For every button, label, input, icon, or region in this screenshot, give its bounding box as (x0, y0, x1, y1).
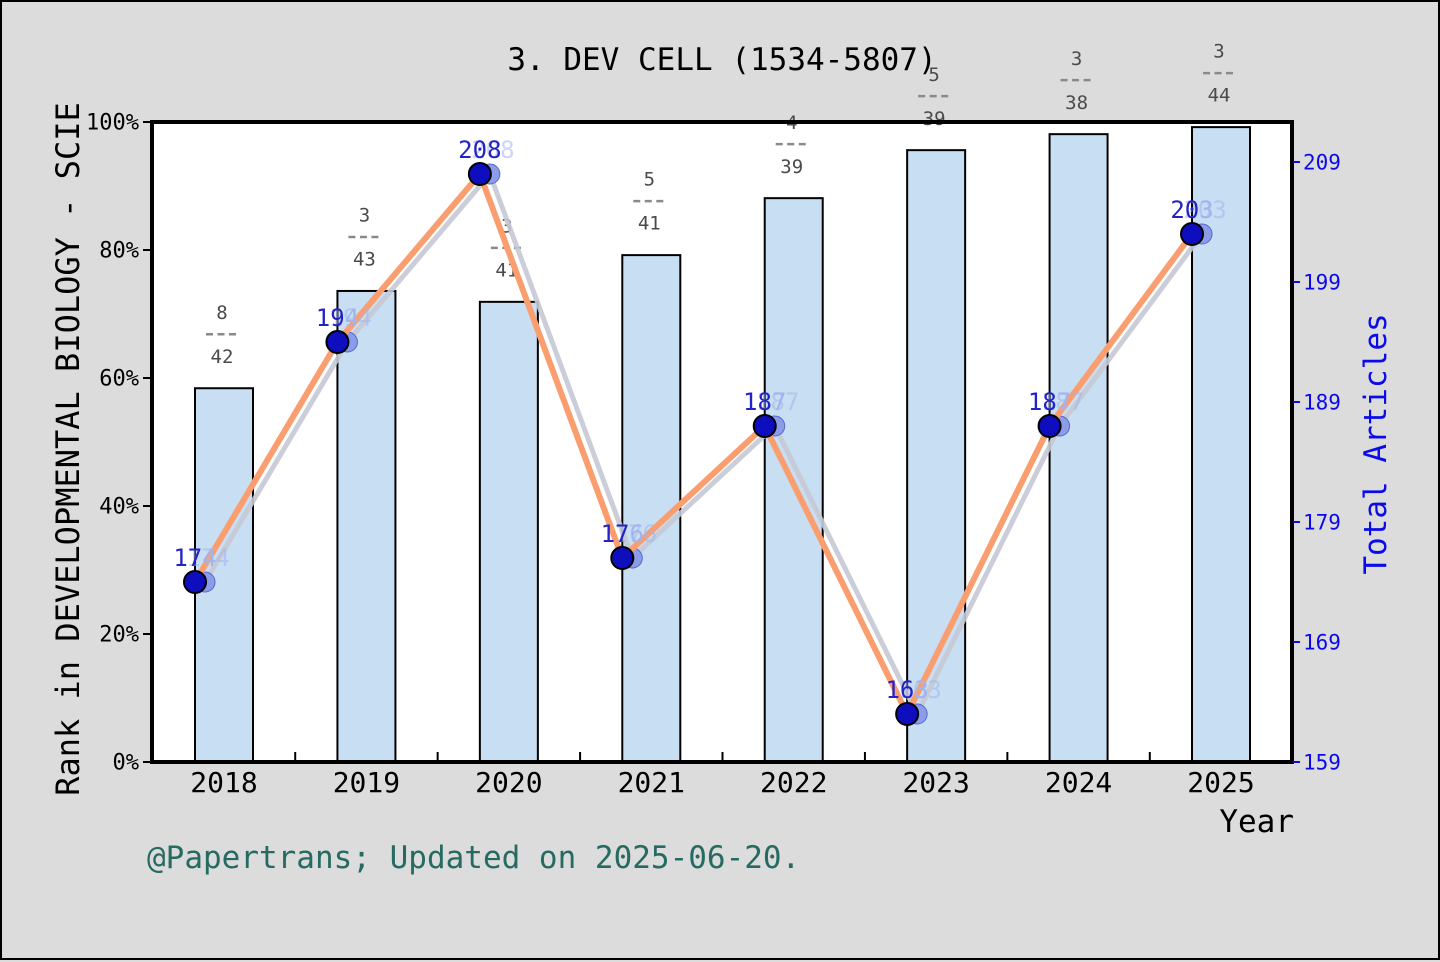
x-tick-label-2023: 2023 (902, 766, 969, 799)
value-label-echo: 163 (898, 676, 941, 704)
plot-area (152, 122, 1292, 762)
left-tick-label: 0% (113, 751, 140, 776)
x-tick-label-2020: 2020 (475, 766, 542, 799)
marker-2021 (610, 546, 635, 570)
bar-2020 (478, 300, 539, 763)
rank-denominator: 39 (923, 108, 946, 130)
right-tick-label: 159 (1303, 750, 1341, 774)
value-label-echo: 203 (1183, 196, 1226, 224)
rank-denominator: 39 (780, 156, 803, 178)
x-tick-label-2021: 2021 (618, 766, 685, 799)
right-tick-label: 179 (1303, 510, 1341, 534)
total-articles-line (192, 171, 1196, 717)
x-tick-label-2022: 2022 (760, 766, 827, 799)
rank-numerator: 3 (359, 205, 370, 227)
rank-numerator: 5 (928, 64, 939, 86)
rank-fraction-2024: 3 38 (1060, 48, 1093, 114)
value-label-echo: 194 (329, 304, 372, 332)
rank-fraction-2018: 8 42 (206, 302, 238, 368)
bar-2019 (336, 289, 397, 763)
left-tick-label: 80% (99, 239, 139, 264)
left-axis-ticks: 0% 20% 40% 60% 80% 100% (86, 111, 151, 776)
left-axis-label: Rank in DEVELOPMENTAL BIOLOGY - SCIE (49, 102, 87, 796)
value-label-echo: 187 (756, 388, 799, 416)
plot-border (150, 120, 1294, 764)
rank-numerator: 3 (1071, 48, 1082, 70)
right-tick-label: 209 (1303, 150, 1341, 174)
marker-2019 (325, 330, 350, 354)
value-label-2020: 208 (458, 136, 501, 164)
total-articles-line-shadow (202, 171, 1205, 717)
x-tick-label-2018: 2018 (190, 766, 257, 799)
left-tick-label: 100% (86, 111, 139, 136)
marker-2018 (183, 570, 207, 594)
watermark-caption: @Papertrans; Updated on 2025-06-20. (147, 840, 801, 876)
rank-numerator: 5 (644, 169, 655, 191)
rank-denominator: 43 (353, 249, 376, 271)
value-labels: 1741741941942082081761761871871631631871… (173, 136, 1226, 704)
marker-2020 (467, 162, 492, 186)
value-label-2022: 187 (743, 388, 786, 416)
rank-fraction-2023: 5 39 (918, 64, 951, 130)
rank-denominator: 38 (1065, 92, 1088, 114)
value-label-echo: 174 (186, 544, 229, 572)
value-label-2024: 187 (1028, 388, 1071, 416)
marker-2022 (752, 414, 777, 438)
rank-denominator: 44 (1208, 85, 1231, 107)
value-label-2023: 163 (885, 676, 928, 704)
rank-denominator: 42 (211, 346, 234, 368)
rank-fraction-2021: 5 41 (633, 169, 666, 235)
value-label-echo: 187 (1041, 388, 1084, 416)
markers (183, 162, 1205, 726)
right-tick-label: 189 (1303, 390, 1341, 414)
bar-2024 (1048, 133, 1109, 764)
left-tick-label: 40% (99, 495, 139, 520)
x-axis-ticks: 2018 2019 2020 2021 2022 2023 2024 2025 (190, 752, 1255, 799)
value-label-echo: 208 (471, 136, 514, 164)
value-label-2019: 194 (316, 304, 359, 332)
right-tick-label: 199 (1303, 270, 1341, 294)
x-tick-label-2019: 2019 (333, 766, 400, 799)
value-label-2025: 203 (1170, 196, 1213, 224)
marker-2025 (1180, 222, 1205, 246)
x-tick-label-2024: 2024 (1045, 766, 1112, 799)
left-tick-label: 60% (99, 367, 139, 392)
rank-denominator: 41 (638, 213, 661, 235)
x-axis-label: Year (1219, 804, 1294, 840)
right-tick-label: 169 (1303, 630, 1341, 654)
value-label-2021: 176 (601, 520, 644, 548)
value-label-echo: 176 (614, 520, 657, 548)
x-tick-label-2025: 2025 (1187, 766, 1254, 799)
rank-fraction-2019: 3 43 (348, 205, 381, 271)
rank-numerator: 8 (216, 302, 227, 324)
right-axis-label: Total Articles (1358, 313, 1394, 575)
rank-fraction-2025: 3 44 (1203, 41, 1236, 107)
value-label-2018: 174 (173, 544, 216, 572)
marker-2023 (895, 702, 920, 726)
rank-numerator: 3 (1213, 41, 1224, 63)
chart-title: 3. DEV CELL (1534-5807) (507, 42, 937, 78)
left-tick-label: 20% (99, 623, 139, 648)
right-axis-ticks: 159 169 179 189 199 209 (1293, 150, 1341, 774)
marker-2024 (1037, 414, 1062, 438)
